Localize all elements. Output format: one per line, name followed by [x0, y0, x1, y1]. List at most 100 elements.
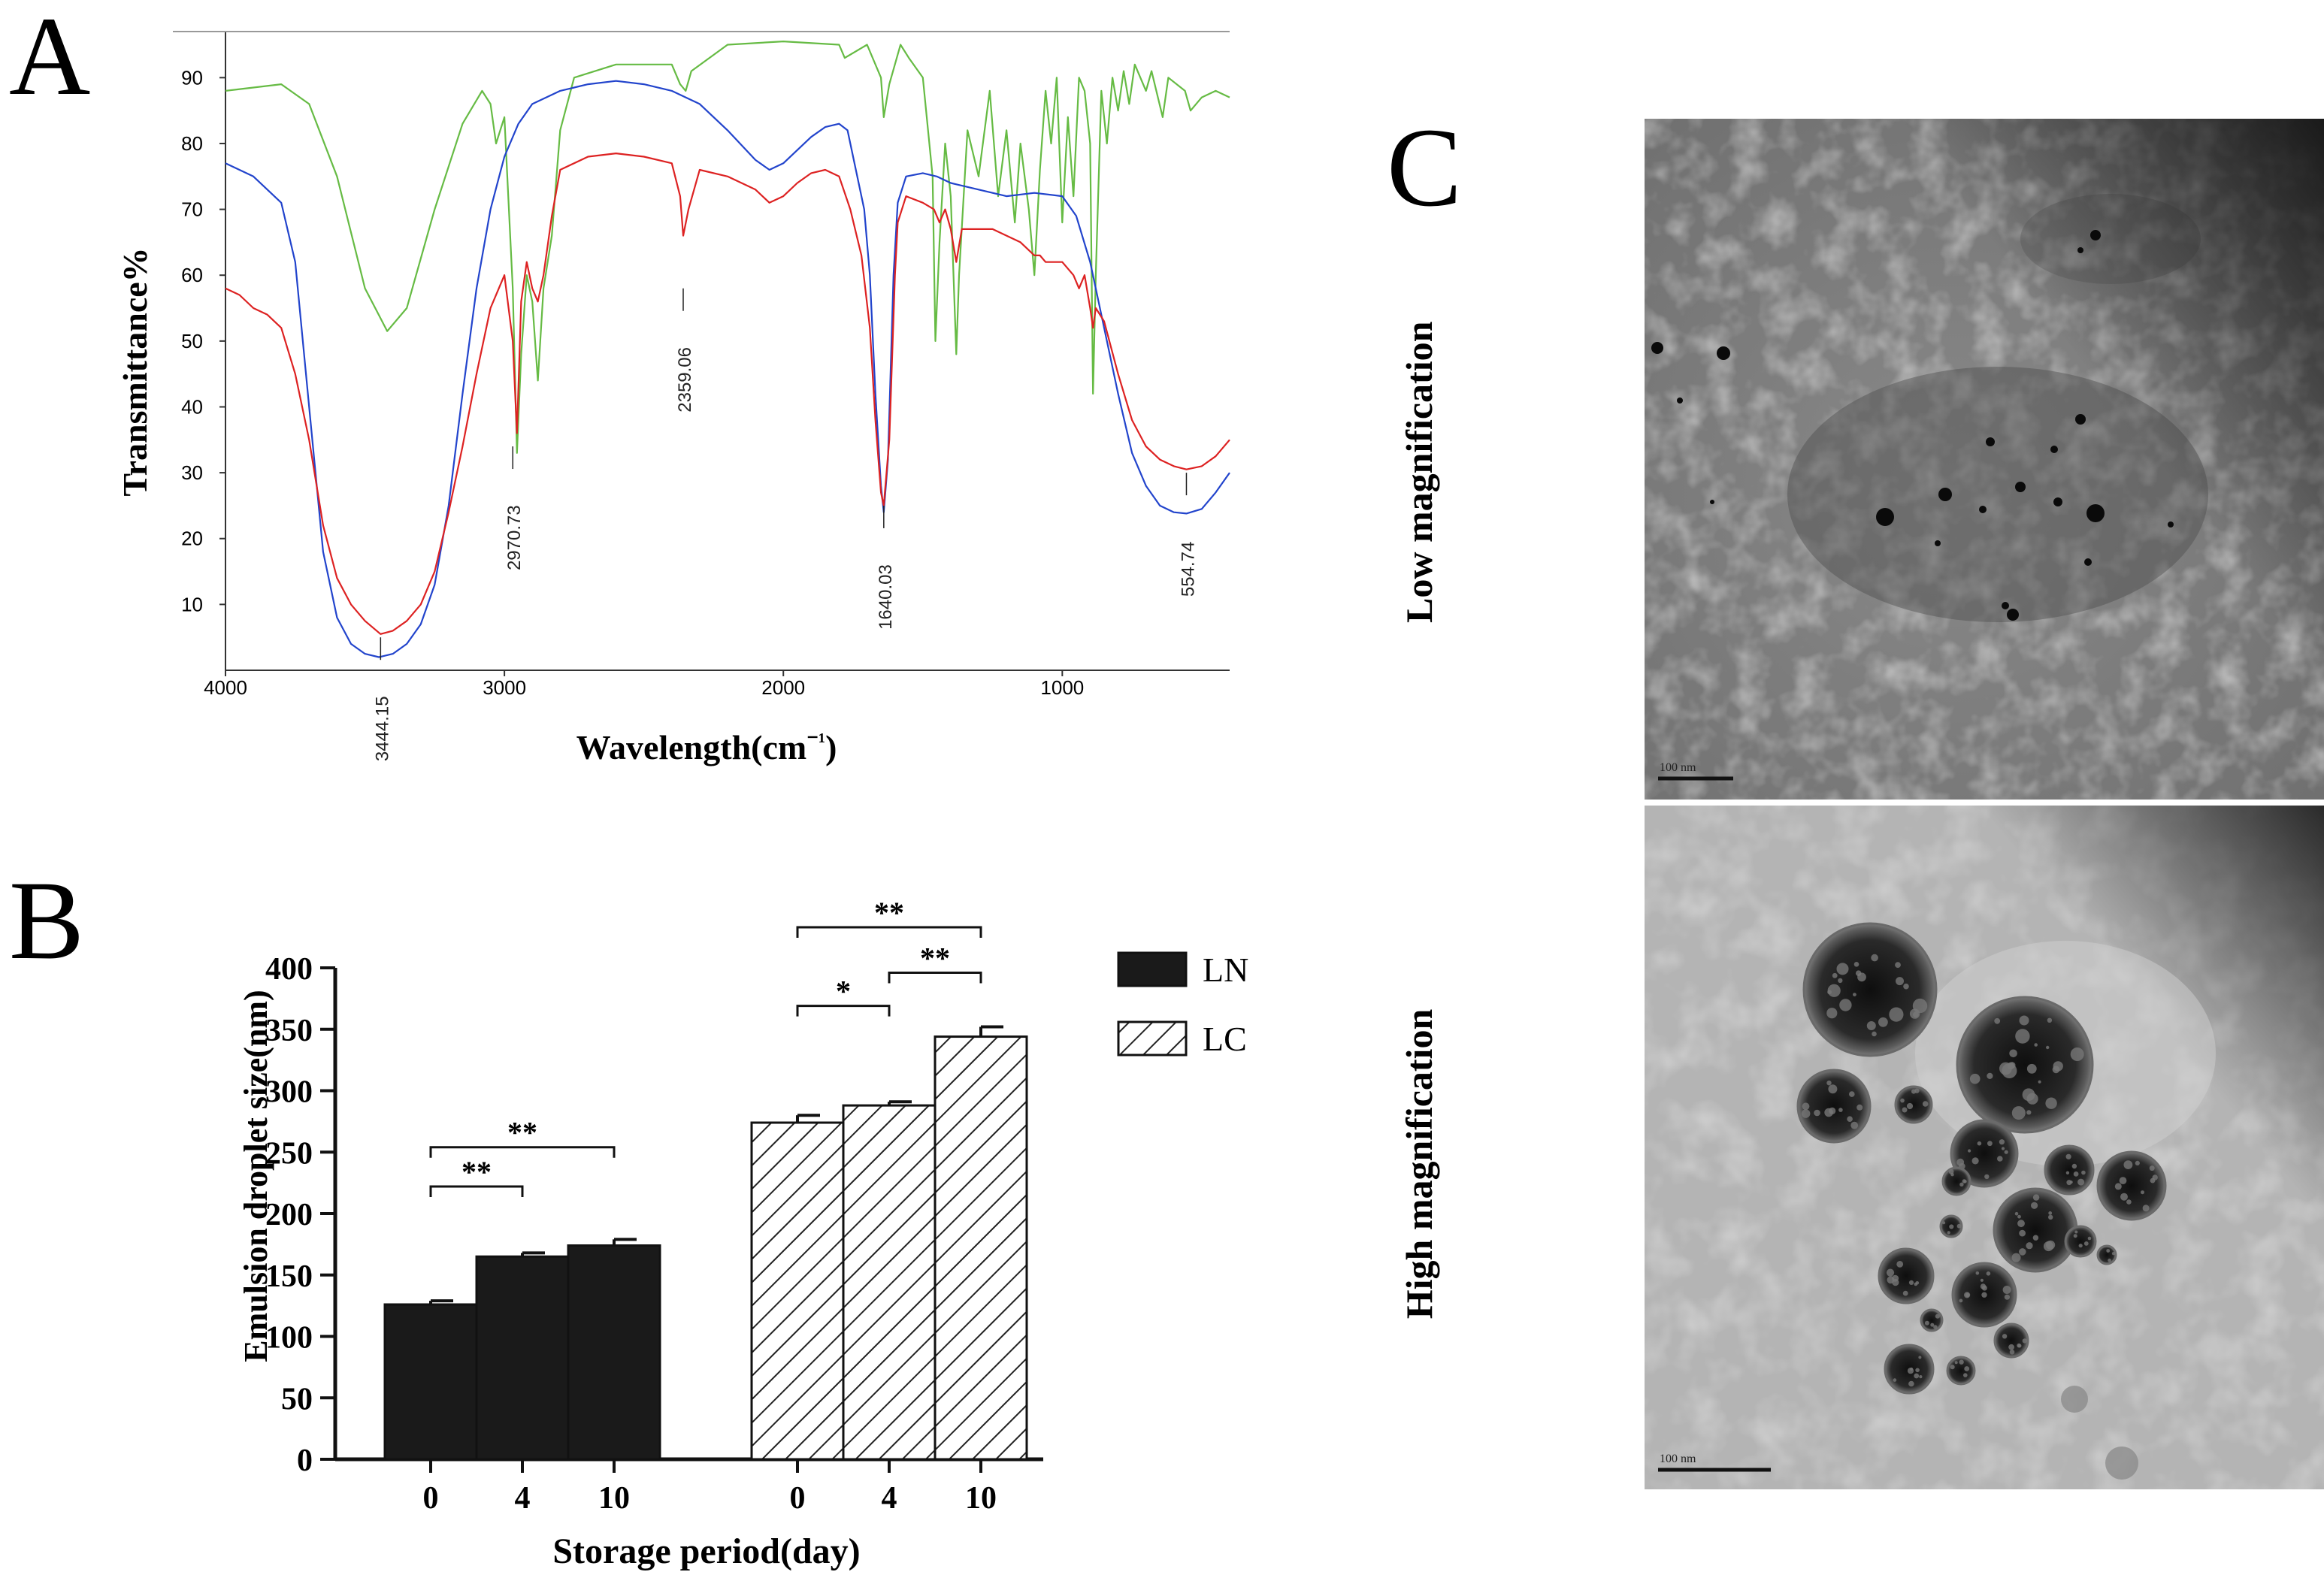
- ftir-series-red: [225, 153, 1230, 635]
- inner-droplet: [1801, 1109, 1811, 1118]
- inner-droplet: [1915, 1368, 1920, 1373]
- inner-droplet: [2011, 1106, 2026, 1120]
- inner-droplet: [2017, 1220, 2025, 1228]
- inner-droplet: [1987, 1141, 1993, 1147]
- inner-droplet: [2019, 1229, 2026, 1237]
- inner-droplet: [1828, 1084, 1838, 1094]
- ftir-y-tick-label: 90: [181, 66, 203, 89]
- inner-droplet: [2001, 1147, 2005, 1150]
- inner-droplet: [2026, 1063, 2037, 1074]
- inner-droplet: [1886, 1268, 1895, 1277]
- inner-droplet: [1893, 1378, 1897, 1382]
- panel-b-label: B: [9, 858, 85, 983]
- bar-y-axis-label: Emulsion droplet size(nm): [238, 990, 274, 1362]
- inner-droplet: [1963, 1180, 1967, 1184]
- legend-swatch-LC: [1117, 1020, 1188, 1057]
- inner-droplet: [1968, 1149, 1971, 1153]
- svg-text:100 nm: 100 nm: [1660, 761, 1696, 774]
- bar-x-axis-label: Storage period(day): [552, 1531, 860, 1571]
- vesicle: [1993, 1323, 2029, 1359]
- inner-droplet: [1914, 1282, 1918, 1286]
- ftir-y-tick-label: 50: [181, 330, 203, 352]
- inner-droplet: [1838, 1108, 1843, 1112]
- inner-droplet: [1871, 954, 1878, 962]
- bar-LC-4: [842, 1104, 937, 1461]
- inner-droplet: [2034, 1043, 2038, 1047]
- bar-y-tick-label: 350: [265, 1014, 313, 1048]
- inner-droplet: [2017, 1214, 2021, 1219]
- vesicle: [1956, 996, 2094, 1134]
- inner-droplet: [2120, 1193, 2128, 1201]
- inner-droplet: [1802, 1102, 1810, 1111]
- inner-droplet: [1986, 1271, 1991, 1276]
- inner-droplet: [1900, 1098, 1905, 1103]
- scale-bar-high: 100 nm: [1658, 1453, 1771, 1472]
- ftir-series-group: [225, 41, 1230, 658]
- bar-y-tick-label: 100: [265, 1321, 313, 1356]
- vesicle: [2096, 1244, 2117, 1265]
- inner-droplet: [1826, 1008, 1838, 1019]
- ftir-x-axis-label: Wavelength(cm⁻¹): [576, 728, 837, 766]
- ftir-y-tick-label: 10: [181, 593, 203, 615]
- inner-droplet: [2007, 1062, 2015, 1070]
- inner-droplet: [1908, 1380, 1914, 1387]
- inner-droplet: [2077, 1178, 2085, 1186]
- inner-droplet: [2019, 1015, 2029, 1026]
- vesicle: [1950, 1119, 2019, 1188]
- inner-droplet: [1956, 1223, 1962, 1229]
- inner-droplet: [2004, 1294, 2010, 1300]
- scale-bar-low: 100 nm: [1658, 761, 1733, 781]
- inner-droplet: [2045, 1097, 2057, 1109]
- inner-droplet: [1912, 998, 1928, 1014]
- vesicle-cluster: [1796, 922, 2167, 1480]
- inner-droplet: [2002, 1286, 2011, 1294]
- inner-droplet: [2032, 1194, 2040, 1201]
- inner-droplet: [2002, 1334, 2008, 1339]
- inner-droplet: [1999, 1139, 2005, 1145]
- inner-droplet: [1924, 1320, 1929, 1326]
- inner-droplet: [2047, 1017, 2053, 1023]
- inner-droplet: [2026, 1110, 2032, 1115]
- inner-droplet: [1866, 1021, 1876, 1030]
- inner-droplet: [1849, 1091, 1855, 1097]
- ftir-axes: 10 20 30 40 50 60 70 80 90 4000 3000 2000 1000: [173, 31, 1230, 699]
- inner-droplet: [1950, 1365, 1955, 1370]
- inner-droplet: [2009, 1049, 2017, 1058]
- inner-droplet: [2053, 1061, 2063, 1072]
- inner-droplet: [1980, 1278, 1984, 1282]
- inner-droplet: [1910, 1367, 1914, 1371]
- ftir-y-tick-label: 60: [181, 264, 203, 286]
- tem-image-high-magnification: 100 nm: [1645, 806, 2324, 1489]
- significance-bracket: [796, 926, 982, 939]
- inner-droplet: [2106, 1249, 2111, 1253]
- ftir-peak-labels: 3444.15 2970.73 2359.06 1640.03 554.74: [372, 288, 1198, 761]
- inner-droplet: [2004, 1150, 2008, 1154]
- inner-droplet: [1913, 1011, 1919, 1018]
- inner-droplet: [2111, 1252, 2116, 1256]
- vesicle: [1878, 1247, 1935, 1304]
- inner-droplet: [1971, 1157, 1979, 1165]
- inner-droplet: [1903, 983, 1909, 990]
- inner-droplet: [1826, 1081, 1832, 1086]
- inner-droplet: [1981, 1292, 1987, 1298]
- inner-droplet: [2073, 1234, 2077, 1238]
- inner-droplet: [2065, 1153, 2071, 1159]
- bar-LN-0: [383, 1303, 478, 1461]
- inner-droplet: [2123, 1160, 2133, 1169]
- ftir-y-tick-label: 70: [181, 198, 203, 221]
- bar-x-tick-label: 10: [965, 1481, 997, 1516]
- ftir-series-green: [225, 41, 1230, 454]
- ftir-y-tick-label: 20: [181, 528, 203, 550]
- inner-droplet: [1922, 1101, 1929, 1107]
- inner-droplet: [2119, 1177, 2127, 1184]
- legend-label-LN: LN: [1203, 951, 1248, 989]
- vesicle: [2061, 1386, 2088, 1413]
- legend-swatch-LN: [1117, 951, 1188, 987]
- panel-c-label: C: [1387, 105, 1463, 230]
- inner-droplet: [2032, 1235, 2039, 1241]
- inner-droplet: [1949, 1224, 1954, 1229]
- inner-droplet: [1930, 1323, 1935, 1327]
- inner-droplet: [2043, 1241, 2054, 1252]
- significance-label: **: [874, 896, 904, 930]
- bar-x-tick-label: 0: [790, 1481, 806, 1516]
